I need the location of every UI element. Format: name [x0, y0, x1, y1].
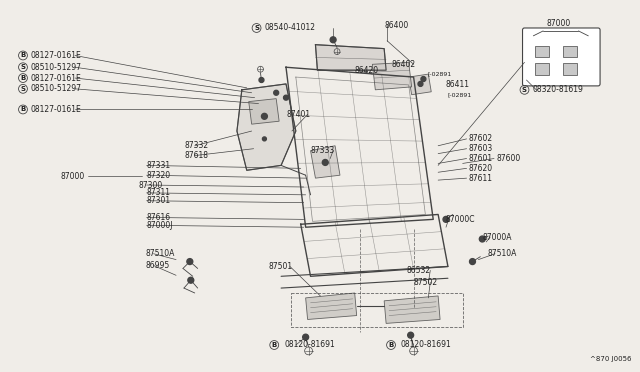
- Text: 08127-0161E: 08127-0161E: [31, 51, 81, 60]
- Text: 87332: 87332: [185, 141, 209, 150]
- Text: 87000C: 87000C: [446, 215, 476, 224]
- Text: S: S: [20, 64, 26, 70]
- Text: ^870 J0056: ^870 J0056: [590, 356, 632, 362]
- Circle shape: [262, 137, 266, 141]
- Circle shape: [408, 332, 413, 338]
- Circle shape: [479, 236, 485, 242]
- Polygon shape: [316, 45, 386, 70]
- Text: 87000: 87000: [60, 172, 84, 181]
- Circle shape: [421, 77, 426, 81]
- Circle shape: [330, 37, 336, 43]
- Text: 87301: 87301: [147, 196, 171, 205]
- Text: 87331: 87331: [147, 161, 171, 170]
- Text: B: B: [20, 52, 26, 58]
- Text: 87311: 87311: [147, 188, 171, 198]
- Text: 87501: 87501: [268, 262, 292, 271]
- Circle shape: [187, 259, 193, 264]
- Text: 08120-81691: 08120-81691: [284, 340, 335, 349]
- Polygon shape: [372, 62, 412, 90]
- Circle shape: [274, 90, 278, 95]
- Text: S: S: [254, 25, 259, 31]
- Text: 87618: 87618: [185, 151, 209, 160]
- Text: 08320-81619: 08320-81619: [532, 85, 583, 94]
- Circle shape: [259, 77, 264, 83]
- Text: 86411: 86411: [445, 80, 469, 89]
- Circle shape: [443, 217, 449, 222]
- Polygon shape: [310, 146, 340, 178]
- Text: [-02891: [-02891: [428, 72, 452, 77]
- Text: 87601: 87601: [468, 154, 493, 163]
- Text: 87510A: 87510A: [146, 249, 175, 258]
- Text: 87611: 87611: [468, 174, 493, 183]
- Circle shape: [262, 113, 268, 119]
- Text: S: S: [522, 87, 527, 93]
- Text: 87000A: 87000A: [483, 232, 512, 241]
- Text: 87616: 87616: [147, 213, 171, 222]
- Polygon shape: [409, 74, 431, 95]
- Text: B: B: [20, 75, 26, 81]
- Text: 08540-41012: 08540-41012: [264, 23, 316, 32]
- Bar: [535, 63, 549, 75]
- Circle shape: [418, 81, 423, 86]
- Circle shape: [323, 160, 328, 166]
- Text: 87600: 87600: [496, 154, 520, 163]
- Bar: [563, 46, 577, 57]
- Text: 87300: 87300: [139, 180, 163, 189]
- Text: 87000: 87000: [546, 19, 570, 28]
- Circle shape: [303, 334, 308, 340]
- Text: 08120-81691: 08120-81691: [401, 340, 452, 349]
- Text: 08127-0161E: 08127-0161E: [31, 105, 81, 114]
- Text: 86402: 86402: [391, 60, 415, 69]
- FancyBboxPatch shape: [522, 28, 600, 86]
- Text: 86995: 86995: [146, 261, 170, 270]
- Text: 87320: 87320: [147, 171, 171, 180]
- Text: 87510A: 87510A: [487, 249, 516, 258]
- Text: 87620: 87620: [468, 164, 493, 173]
- Circle shape: [284, 95, 289, 100]
- Text: 86420: 86420: [355, 66, 379, 75]
- Text: 87602: 87602: [468, 134, 493, 143]
- Text: 87333: 87333: [310, 146, 335, 155]
- Polygon shape: [306, 293, 356, 320]
- Text: S: S: [20, 86, 26, 92]
- Text: 87401: 87401: [286, 110, 310, 119]
- Text: 08510-51297: 08510-51297: [31, 84, 82, 93]
- Text: 87502: 87502: [413, 278, 438, 287]
- Polygon shape: [249, 99, 279, 124]
- Text: [-02891: [-02891: [448, 92, 472, 97]
- Bar: [563, 63, 577, 75]
- Text: 87603: 87603: [468, 144, 493, 153]
- Circle shape: [188, 277, 194, 283]
- Text: 87000J: 87000J: [147, 221, 173, 230]
- Polygon shape: [384, 296, 440, 323]
- Text: 86532: 86532: [407, 266, 431, 275]
- Circle shape: [470, 259, 476, 264]
- Text: 08127-0161E: 08127-0161E: [31, 74, 81, 83]
- Text: B: B: [388, 342, 394, 348]
- Text: B: B: [271, 342, 277, 348]
- Polygon shape: [237, 84, 296, 170]
- Bar: [535, 46, 549, 57]
- Text: 86400: 86400: [384, 20, 408, 29]
- Text: B: B: [20, 106, 26, 112]
- Text: 08510-51297: 08510-51297: [31, 63, 82, 72]
